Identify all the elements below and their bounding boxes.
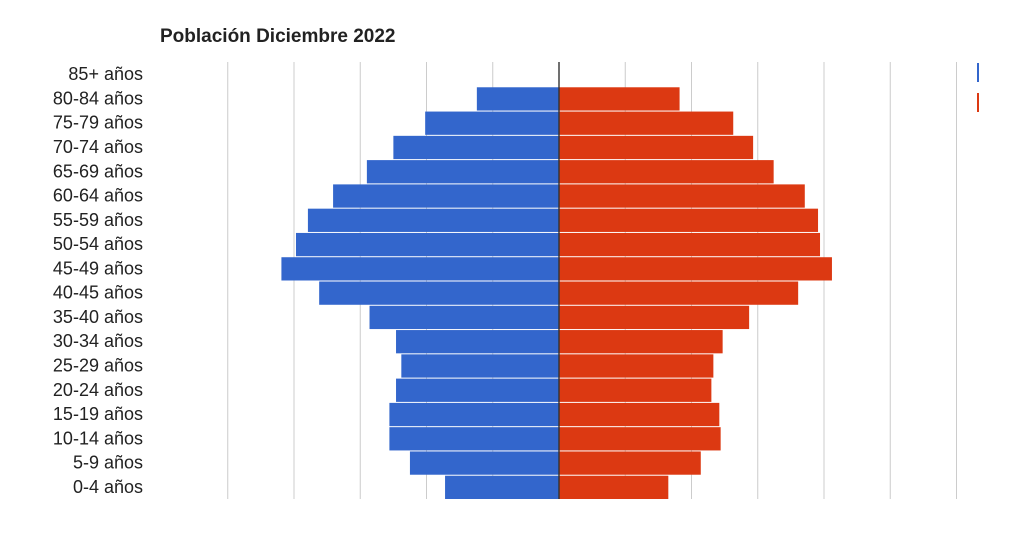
bars	[281, 87, 832, 499]
bar-left-12[interactable]	[401, 354, 559, 378]
bar-left-13[interactable]	[396, 378, 559, 402]
y-tick-label: 50-54 años	[53, 234, 143, 254]
bar-right-15[interactable]	[559, 427, 721, 451]
bar-left-9[interactable]	[319, 281, 559, 305]
legend-swatch-0	[977, 63, 979, 82]
bar-right-17[interactable]	[559, 475, 669, 499]
bar-right-14[interactable]	[559, 402, 720, 427]
bar-left-10[interactable]	[369, 305, 559, 330]
y-tick-label: 25-29 años	[53, 355, 143, 375]
bar-left-8[interactable]	[281, 257, 559, 281]
bar-left-1[interactable]	[476, 87, 559, 111]
y-tick-label: 60-64 años	[53, 186, 143, 206]
bar-left-2[interactable]	[425, 111, 559, 135]
y-tick-label: 5-9 años	[73, 453, 143, 473]
y-tick-label: 30-34 años	[53, 331, 143, 351]
bar-left-3[interactable]	[393, 135, 559, 160]
bar-right-6[interactable]	[559, 208, 819, 232]
y-tick-label: 80-84 años	[53, 88, 143, 108]
bar-right-10[interactable]	[559, 305, 750, 330]
legend-swatch-1	[977, 93, 979, 112]
bar-right-4[interactable]	[559, 160, 774, 184]
bar-right-1[interactable]	[559, 87, 680, 111]
bar-left-6[interactable]	[307, 208, 559, 232]
bar-left-4[interactable]	[366, 160, 559, 184]
y-tick-label: 55-59 años	[53, 210, 143, 230]
chart-title: Población Diciembre 2022	[160, 26, 396, 47]
bar-left-11[interactable]	[396, 330, 559, 354]
y-tick-label: 75-79 años	[53, 113, 143, 133]
y-tick-label: 65-69 años	[53, 161, 143, 181]
y-tick-label: 0-4 años	[73, 477, 143, 497]
y-tick-label: 10-14 años	[53, 428, 143, 448]
bar-right-3[interactable]	[559, 135, 754, 160]
bar-left-17[interactable]	[445, 475, 559, 499]
bar-right-5[interactable]	[559, 184, 805, 208]
y-tick-label: 20-24 años	[53, 380, 143, 400]
bar-left-16[interactable]	[409, 451, 559, 475]
bar-right-9[interactable]	[559, 281, 799, 305]
y-tick-label: 40-45 años	[53, 283, 143, 303]
bar-left-14[interactable]	[389, 402, 559, 427]
bar-right-7[interactable]	[559, 232, 821, 257]
bar-right-11[interactable]	[559, 330, 723, 354]
y-tick-label: 15-19 años	[53, 404, 143, 424]
bar-right-16[interactable]	[559, 451, 701, 475]
bar-left-5[interactable]	[333, 184, 559, 208]
bar-right-8[interactable]	[559, 257, 832, 281]
y-tick-label: 35-40 años	[53, 307, 143, 327]
y-tick-label: 70-74 años	[53, 137, 143, 157]
bar-right-13[interactable]	[559, 378, 712, 402]
y-tick-label: 45-49 años	[53, 258, 143, 278]
bar-right-2[interactable]	[559, 111, 734, 135]
bar-right-12[interactable]	[559, 354, 714, 378]
y-axis-labels: 85+ años 80-84 años 75-79 años 70-74 años 65…	[53, 64, 143, 497]
bar-left-15[interactable]	[389, 427, 559, 451]
y-tick-label: 85+ años	[68, 64, 143, 84]
bar-left-7[interactable]	[295, 232, 559, 257]
legend	[977, 63, 979, 112]
